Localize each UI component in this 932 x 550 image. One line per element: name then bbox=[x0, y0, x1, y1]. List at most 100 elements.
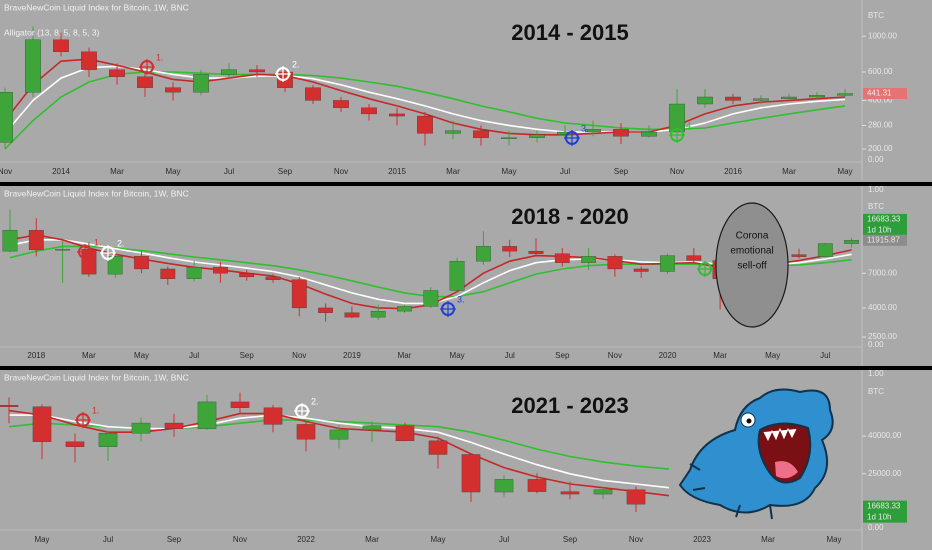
alligator-line bbox=[9, 414, 670, 489]
x-tick-label: Mar bbox=[713, 351, 727, 360]
candle-body bbox=[109, 69, 125, 77]
candle-body bbox=[361, 107, 377, 115]
candle-body bbox=[160, 268, 176, 279]
x-tick-label: Mar bbox=[446, 167, 460, 176]
candle-body bbox=[344, 312, 360, 318]
x-tick-label: May bbox=[34, 535, 49, 544]
candle-body bbox=[529, 134, 545, 138]
x-tick-label: 2022 bbox=[297, 535, 315, 544]
marker-cross bbox=[440, 301, 456, 317]
candle-body bbox=[333, 100, 349, 108]
dragon-mouth bbox=[757, 422, 812, 484]
callout-text: sell-off bbox=[737, 261, 766, 272]
candle-body bbox=[55, 249, 70, 251]
candle-body bbox=[0, 405, 19, 407]
x-tick-label: Nov bbox=[608, 351, 622, 360]
candle-body bbox=[494, 479, 514, 493]
candle-body bbox=[626, 489, 646, 505]
x-tick-label: Nov bbox=[0, 167, 12, 176]
candle-body bbox=[239, 273, 255, 278]
candle-body bbox=[417, 115, 433, 134]
candle-body bbox=[593, 489, 613, 495]
candle-body bbox=[81, 249, 97, 275]
candle-body bbox=[554, 253, 570, 263]
candle-body bbox=[362, 425, 382, 431]
marker-cross bbox=[100, 245, 116, 261]
y-tick-label: 280.00 bbox=[868, 121, 893, 130]
dragon-claws bbox=[689, 463, 773, 520]
callout: Corona emotional sell-off bbox=[715, 202, 789, 328]
candle-body bbox=[423, 290, 439, 307]
candle-body bbox=[0, 92, 13, 143]
charts: 200.00 280.00 400.00 600.00 1000.00 BTC 0.00 No… bbox=[0, 0, 907, 550]
x-tick-label: 2014 bbox=[52, 167, 70, 176]
x-tick-label: Jul bbox=[560, 167, 570, 176]
x-tick-label: Nov bbox=[670, 167, 684, 176]
candle-body bbox=[697, 96, 713, 105]
candle-body bbox=[502, 246, 518, 252]
x-tick-label: Mar bbox=[782, 167, 796, 176]
x-tick-label: May bbox=[165, 167, 180, 176]
y-tick-label: 1000.00 bbox=[868, 31, 897, 40]
price-tag bbox=[863, 500, 907, 523]
x-tick-label: Nov bbox=[233, 535, 247, 544]
x-tick-label: 2019 bbox=[343, 351, 361, 360]
y-tick-label: 4000.00 bbox=[868, 303, 897, 312]
dragon-illustration bbox=[678, 388, 834, 520]
scale-bottom-label: 0.00 bbox=[868, 155, 884, 164]
divider bbox=[0, 182, 932, 186]
dragon-tongue bbox=[775, 461, 798, 479]
candle-body bbox=[641, 131, 657, 137]
x-tick-label: 2016 bbox=[724, 167, 742, 176]
candle-body bbox=[305, 87, 321, 101]
scale-bottom-label: 0.00 bbox=[868, 340, 884, 349]
x-tick-label: Nov bbox=[292, 351, 306, 360]
candle-body bbox=[557, 131, 573, 135]
marker-cross bbox=[275, 66, 291, 82]
candle-body bbox=[397, 306, 412, 312]
marker-label: 1. bbox=[94, 237, 102, 247]
x-tick-label: Sep bbox=[240, 351, 255, 360]
candle-body bbox=[81, 51, 97, 70]
y-tick-label: 200.00 bbox=[868, 144, 893, 153]
x-tick-label: 2020 bbox=[659, 351, 677, 360]
marker-label: 4. bbox=[686, 120, 694, 130]
candle-body bbox=[186, 267, 202, 279]
candle-body bbox=[660, 255, 675, 272]
candle-body bbox=[131, 422, 151, 434]
candle-body bbox=[134, 256, 149, 270]
candle-body bbox=[165, 87, 181, 93]
x-tick-label: Sep bbox=[614, 167, 629, 176]
marker-cross bbox=[75, 412, 91, 428]
candle-body bbox=[249, 69, 265, 73]
chart-title: BraveNewCoin Liquid Index for Bitcoin, 1… bbox=[4, 2, 189, 12]
candle-body bbox=[461, 454, 481, 493]
candle-body bbox=[137, 76, 153, 88]
x-tick-label: 2018 bbox=[27, 351, 45, 360]
candle-body bbox=[844, 240, 859, 244]
price-tag bbox=[863, 213, 907, 236]
candle-body bbox=[445, 130, 461, 134]
candle-body bbox=[98, 433, 118, 447]
marker-cross bbox=[564, 130, 580, 146]
x-tick-label: Mar bbox=[365, 535, 379, 544]
x-tick-label: Mar bbox=[398, 351, 412, 360]
marker-label: 2. bbox=[311, 396, 319, 406]
axis-unit: BTC bbox=[868, 387, 884, 396]
x-tick-label: Sep bbox=[555, 351, 570, 360]
candle-body bbox=[607, 256, 623, 270]
indicator-label: Alligator (13, 8, 5, 8, 5, 3) bbox=[4, 27, 100, 37]
callout-text: Corona bbox=[736, 231, 769, 242]
x-tick-label: Jul bbox=[224, 167, 234, 176]
panel-bg bbox=[0, 0, 932, 182]
candle-body bbox=[781, 96, 797, 99]
x-tick-label: May bbox=[430, 535, 445, 544]
x-tick-label: Jul bbox=[499, 535, 509, 544]
candle-body bbox=[817, 243, 833, 257]
scale-bottom-label: 0.00 bbox=[868, 523, 884, 532]
period-label: 2014 - 2015 bbox=[511, 20, 628, 45]
x-tick-label: Jul bbox=[505, 351, 515, 360]
candle-body bbox=[53, 39, 69, 52]
candle-body bbox=[213, 267, 228, 274]
